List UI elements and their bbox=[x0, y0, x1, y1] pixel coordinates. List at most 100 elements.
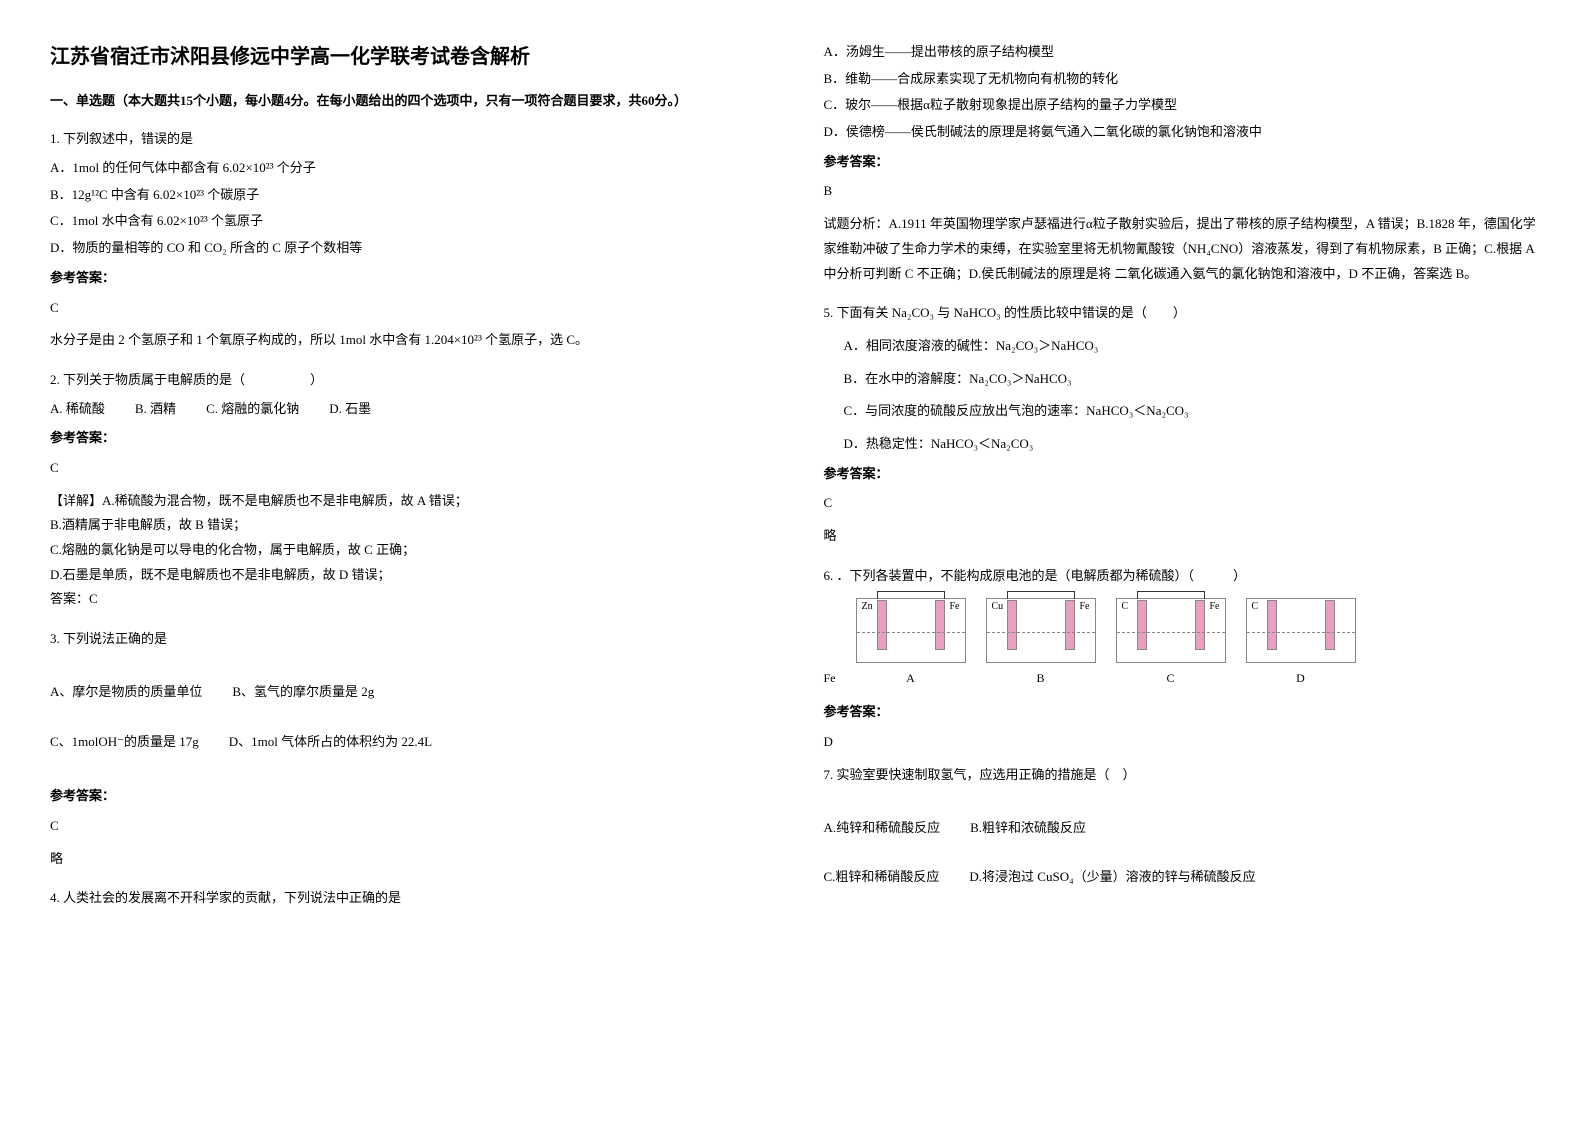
elec-c-right: Fe bbox=[1210, 597, 1220, 616]
fe-label-text: Fe bbox=[824, 667, 836, 690]
q3-option-d: D、1mol 气体所占的体积约为 22.4L bbox=[229, 730, 432, 755]
q2-exp-d: D.石墨是单质，既不是电解质也不是非电解质，故 D 错误； bbox=[50, 563, 764, 588]
cell-box-b: Cu Fe bbox=[986, 598, 1096, 663]
q3-explanation: 略 bbox=[50, 847, 764, 872]
elec-a-right: Fe bbox=[950, 597, 960, 616]
liquid-icon bbox=[857, 632, 965, 662]
q6-stem: 6. ．下列各装置中，不能构成原电池的是（电解质都为稀硫酸）（ ） bbox=[824, 564, 1538, 589]
q2-option-b: B. 酒精 bbox=[135, 397, 176, 422]
elec-d-left: C bbox=[1252, 597, 1259, 616]
q3-line1: A、摩尔是物质的质量单位 B、氢气的摩尔质量是 2g bbox=[50, 680, 764, 705]
q5-option-c: C．与同浓度的硫酸反应放出气泡的速率：NaHCO₃＜Na₂CO₃ bbox=[824, 399, 1538, 424]
q1-answer: C bbox=[50, 296, 764, 321]
q1-option-b: B．12g¹²C 中含有 6.02×10²³ 个碳原子 bbox=[50, 183, 764, 208]
q1-option-a: A．1mol 的任何气体中都含有 6.02×10²³ 个分子 bbox=[50, 156, 764, 181]
q7-stem: 7. 实验室要快速制取氢气，应选用正确的措施是（ ） bbox=[824, 763, 1538, 788]
q3-option-c: C、1molOH⁻的质量是 17g bbox=[50, 730, 199, 755]
section-header: 一、单选题（本大题共15个小题，每小题4分。在每小题给出的四个选项中，只有一项符… bbox=[50, 89, 764, 112]
q7-option-c: C.粗锌和稀硝酸反应 bbox=[824, 865, 940, 890]
q3-answer: C bbox=[50, 814, 764, 839]
q2-stem: 2. 下列关于物质属于电解质的是（ ） bbox=[50, 368, 764, 393]
q2-answer-label: 参考答案： bbox=[50, 426, 764, 451]
wire-icon bbox=[877, 591, 945, 599]
question-2: 2. 下列关于物质属于电解质的是（ ） A. 稀硫酸 B. 酒精 C. 熔融的氯… bbox=[50, 368, 764, 612]
q3-answer-label: 参考答案： bbox=[50, 784, 764, 809]
right-column: A．汤姆生——提出带核的原子结构模型 B．维勒——合成尿素实现了无机物向有机物的… bbox=[824, 40, 1538, 919]
q5-option-b: B．在水中的溶解度：Na₂CO₃＞NaHCO₃ bbox=[824, 367, 1538, 392]
document-title: 江苏省宿迁市沭阳县修远中学高一化学联考试卷含解析 bbox=[50, 40, 764, 69]
q5-answer: C bbox=[824, 491, 1538, 516]
diagram-a-label: A bbox=[856, 667, 966, 690]
liquid-icon bbox=[1247, 632, 1355, 662]
wire-icon bbox=[1137, 591, 1205, 599]
q2-option-d: D. 石墨 bbox=[329, 397, 371, 422]
q6-fe-outer-label: Fe bbox=[824, 671, 836, 690]
q6-diagram-b: Cu Fe B bbox=[986, 598, 1096, 690]
diagram-d-label: D bbox=[1246, 667, 1356, 690]
q6-diagram-d: C D bbox=[1246, 598, 1356, 690]
q7-line1: A.纯锌和稀硫酸反应 B.粗锌和浓硫酸反应 bbox=[824, 816, 1538, 841]
q2-explanation: 【详解】A.稀硫酸为混合物，既不是电解质也不是非电解质，故 A 错误； B.酒精… bbox=[50, 489, 764, 612]
q6-answer-label: 参考答案： bbox=[824, 700, 1538, 725]
question-7: 7. 实验室要快速制取氢气，应选用正确的措施是（ ） A.纯锌和稀硫酸反应 B.… bbox=[824, 763, 1538, 890]
q2-exp-b: B.酒精属于非电解质，故 B 错误； bbox=[50, 513, 764, 538]
q5-answer-label: 参考答案： bbox=[824, 462, 1538, 487]
question-4-stem-block: 4. 人类社会的发展离不开科学家的贡献，下列说法中正确的是 bbox=[50, 886, 764, 911]
q7-line2: C.粗锌和稀硝酸反应 D.将浸泡过 CuSO₄（少量）溶液的锌与稀硫酸反应 bbox=[824, 865, 1538, 890]
q4-option-a: A．汤姆生——提出带核的原子结构模型 bbox=[824, 40, 1538, 65]
q2-option-c: C. 熔融的氯化钠 bbox=[206, 397, 299, 422]
q4-option-c: C．玻尔——根据α粒子散射现象提出原子结构的量子力学模型 bbox=[824, 93, 1538, 118]
q2-exp-a: 【详解】A.稀硫酸为混合物，既不是电解质也不是非电解质，故 A 错误； bbox=[50, 489, 764, 514]
elec-c-left: C bbox=[1122, 597, 1129, 616]
q1-option-d: D．物质的量相等的 CO 和 CO₂ 所含的 C 原子个数相等 bbox=[50, 236, 764, 261]
q2-answer: C bbox=[50, 456, 764, 481]
cell-box-a: Zn Fe bbox=[856, 598, 966, 663]
q3-line2: C、1molOH⁻的质量是 17g D、1mol 气体所占的体积约为 22.4L bbox=[50, 730, 764, 755]
elec-b-right: Fe bbox=[1080, 597, 1090, 616]
liquid-icon bbox=[1117, 632, 1225, 662]
q1-stem: 1. 下列叙述中，错误的是 bbox=[50, 127, 764, 152]
q1-explanation: 水分子是由 2 个氢原子和 1 个氧原子构成的，所以 1mol 水中含有 1.2… bbox=[50, 328, 764, 353]
q3-stem: 3. 下列说法正确的是 bbox=[50, 627, 764, 652]
q4-stem: 4. 人类社会的发展离不开科学家的贡献，下列说法中正确的是 bbox=[50, 886, 764, 911]
q3-option-a: A、摩尔是物质的质量单位 bbox=[50, 680, 202, 705]
diagram-b-label: B bbox=[986, 667, 1096, 690]
q3-option-b: B、氢气的摩尔质量是 2g bbox=[232, 680, 374, 705]
cell-box-d: C bbox=[1246, 598, 1356, 663]
left-column: 江苏省宿迁市沭阳县修远中学高一化学联考试卷含解析 一、单选题（本大题共15个小题… bbox=[50, 40, 764, 919]
q7-option-b: B.粗锌和浓硫酸反应 bbox=[970, 816, 1086, 841]
q6-answer: D bbox=[824, 730, 1538, 755]
elec-a-left: Zn bbox=[862, 597, 873, 616]
q2-options: A. 稀硫酸 B. 酒精 C. 熔融的氯化钠 D. 石墨 bbox=[50, 397, 764, 422]
q2-exp-final: 答案：C bbox=[50, 587, 764, 612]
elec-b-left: Cu bbox=[992, 597, 1004, 616]
q4-option-b: B．维勒——合成尿素实现了无机物向有机物的转化 bbox=[824, 67, 1538, 92]
q5-option-d: D．热稳定性：NaHCO₃＜Na₂CO₃ bbox=[824, 432, 1538, 457]
document-body: 江苏省宿迁市沭阳县修远中学高一化学联考试卷含解析 一、单选题（本大题共15个小题… bbox=[50, 40, 1537, 919]
wire-icon bbox=[1007, 591, 1075, 599]
liquid-icon bbox=[987, 632, 1095, 662]
q4-option-d: D．侯德榜——侯氏制碱法的原理是将氨气通入二氧化碳的氯化钠饱和溶液中 bbox=[824, 120, 1538, 145]
diagram-c-label: C bbox=[1116, 667, 1226, 690]
q6-diagram-row: Fe Zn Fe A Cu bbox=[824, 598, 1538, 690]
question-5: 5. 下面有关 Na₂CO₃ 与 NaHCO₃ 的性质比较中错误的是（ ） A．… bbox=[824, 301, 1538, 549]
q2-option-a: A. 稀硫酸 bbox=[50, 397, 105, 422]
q1-answer-label: 参考答案： bbox=[50, 266, 764, 291]
q6-diagram-c: C Fe C bbox=[1116, 598, 1226, 690]
question-1: 1. 下列叙述中，错误的是 A．1mol 的任何气体中都含有 6.02×10²³… bbox=[50, 127, 764, 353]
q4-answer: B bbox=[824, 179, 1538, 204]
q7-option-d: D.将浸泡过 CuSO₄（少量）溶液的锌与稀硫酸反应 bbox=[969, 865, 1255, 890]
q5-explanation: 略 bbox=[824, 524, 1538, 549]
q5-option-a: A．相同浓度溶液的碱性：Na₂CO₃＞NaHCO₃ bbox=[824, 334, 1538, 359]
q7-option-a: A.纯锌和稀硫酸反应 bbox=[824, 816, 941, 841]
q6-diagram-a: Zn Fe A bbox=[856, 598, 966, 690]
q4-answer-label: 参考答案： bbox=[824, 150, 1538, 175]
q2-exp-c: C.熔融的氯化钠是可以导电的化合物，属于电解质，故 C 正确； bbox=[50, 538, 764, 563]
q4-explanation: 试题分析：A.1911 年英国物理学家卢瑟福进行α粒子散射实验后，提出了带核的原… bbox=[824, 212, 1538, 286]
cell-box-c: C Fe bbox=[1116, 598, 1226, 663]
question-6: 6. ．下列各装置中，不能构成原电池的是（电解质都为稀硫酸）（ ） Fe Zn … bbox=[824, 564, 1538, 755]
question-3: 3. 下列说法正确的是 A、摩尔是物质的质量单位 B、氢气的摩尔质量是 2g C… bbox=[50, 627, 764, 871]
question-4-options: A．汤姆生——提出带核的原子结构模型 B．维勒——合成尿素实现了无机物向有机物的… bbox=[824, 40, 1538, 286]
q1-option-c: C．1mol 水中含有 6.02×10²³ 个氢原子 bbox=[50, 209, 764, 234]
q5-stem: 5. 下面有关 Na₂CO₃ 与 NaHCO₃ 的性质比较中错误的是（ ） bbox=[824, 301, 1538, 326]
